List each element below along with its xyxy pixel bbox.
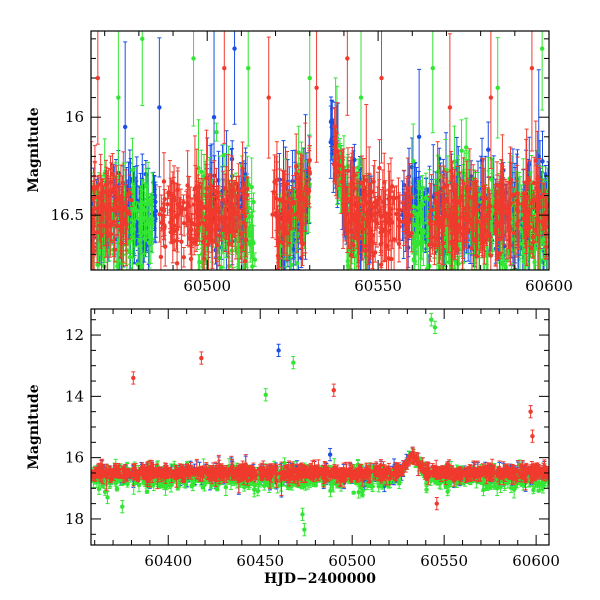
point-green <box>92 279 96 283</box>
point-green <box>127 254 133 260</box>
point-blue <box>122 124 128 130</box>
point-green <box>142 236 148 241</box>
point-green <box>460 260 466 265</box>
point-green <box>242 265 247 270</box>
point-green <box>199 251 205 257</box>
point-green <box>521 259 527 264</box>
point-green <box>456 261 461 267</box>
point-green <box>347 274 351 278</box>
point-green <box>232 277 236 281</box>
point-blue <box>232 46 237 51</box>
point-green <box>199 169 204 174</box>
point-green <box>425 233 430 239</box>
point-blue <box>157 105 162 110</box>
point-green <box>463 145 469 150</box>
point-green <box>515 268 520 270</box>
point-green <box>423 195 429 200</box>
point-green <box>249 185 254 190</box>
point-green <box>131 219 137 224</box>
point-green <box>138 223 143 229</box>
point-green <box>538 259 543 265</box>
point-green <box>214 129 219 135</box>
point-green <box>219 264 224 270</box>
point-green <box>504 258 509 263</box>
point-green <box>447 260 452 265</box>
point-green <box>138 209 143 214</box>
point-green <box>294 261 300 266</box>
plot-area <box>91 31 549 299</box>
point-green <box>252 257 258 262</box>
point-green <box>140 205 145 211</box>
point-green <box>437 273 441 277</box>
point-green <box>411 222 416 227</box>
point-green <box>209 272 213 276</box>
point-green <box>362 295 366 299</box>
point-green <box>235 246 240 251</box>
point-green <box>444 290 448 294</box>
point-blue <box>416 134 422 139</box>
point-green <box>146 240 152 246</box>
point-green <box>412 241 417 246</box>
point-green <box>145 192 150 198</box>
point-green <box>134 208 139 213</box>
point-green <box>411 158 416 164</box>
point-green <box>101 264 107 269</box>
point-green <box>248 242 253 247</box>
point-green <box>454 279 458 283</box>
point-green <box>532 259 537 265</box>
point-green <box>250 264 255 269</box>
point-green <box>459 148 464 153</box>
point-green <box>412 259 417 264</box>
series-green <box>91 31 549 299</box>
point-green <box>484 253 490 259</box>
point-green <box>135 262 141 267</box>
point-blue <box>540 159 545 164</box>
point-green <box>147 232 152 237</box>
point-green <box>249 223 254 228</box>
point-blue <box>211 114 217 120</box>
point-green <box>127 249 132 254</box>
point-green <box>130 208 135 213</box>
point-green <box>420 202 426 207</box>
point-green <box>251 199 256 205</box>
point-green <box>130 167 135 173</box>
point-green <box>501 262 507 267</box>
point-green <box>95 262 100 268</box>
series-blue <box>91 31 549 278</box>
point-blue <box>427 274 431 278</box>
point-green <box>120 274 124 278</box>
point-blue <box>486 147 491 152</box>
